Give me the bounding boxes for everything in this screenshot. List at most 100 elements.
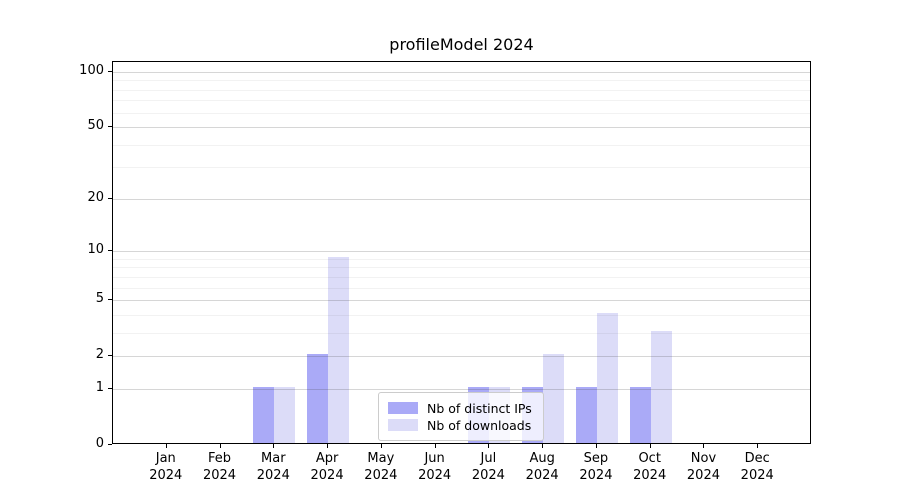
gridline-major bbox=[113, 72, 810, 73]
gridline-minor bbox=[113, 89, 810, 91]
legend-swatch bbox=[388, 402, 418, 414]
x-tick-month: Nov bbox=[690, 451, 717, 466]
legend-label: Nb of downloads bbox=[427, 417, 532, 433]
gridline-minor bbox=[113, 267, 810, 269]
bar-nb-of-distinct-ips-sep bbox=[575, 386, 597, 443]
x-tick-year: 2024 bbox=[686, 468, 720, 483]
x-tick-mark bbox=[434, 444, 436, 448]
x-tick-mark bbox=[595, 444, 597, 448]
y-tick-mark bbox=[108, 250, 112, 252]
x-tick-mark bbox=[542, 444, 544, 448]
gridline-major bbox=[113, 198, 810, 200]
x-tick-month: Jan bbox=[155, 451, 176, 466]
x-tick-month: Apr bbox=[315, 451, 339, 466]
x-tick-mark bbox=[273, 444, 275, 448]
bar-nb-of-downloads-oct bbox=[650, 330, 672, 443]
x-tick-label: Dec 2024 bbox=[717, 450, 797, 484]
x-tick-month: Aug bbox=[529, 451, 555, 466]
x-tick-year: 2024 bbox=[579, 468, 613, 483]
x-tick-month: Feb bbox=[208, 451, 232, 466]
y-tick-mark bbox=[108, 444, 112, 445]
y-tick-label: 20 bbox=[87, 189, 104, 205]
gridline-minor bbox=[113, 112, 810, 114]
x-tick-year: 2024 bbox=[149, 468, 183, 483]
y-tick-label: 1 bbox=[95, 379, 104, 395]
y-tick-label: 100 bbox=[79, 63, 104, 78]
legend-item: Nb of downloads bbox=[388, 417, 534, 433]
y-tick-label: 10 bbox=[87, 242, 104, 258]
x-tick-label: Sep 2024 bbox=[556, 450, 636, 484]
x-tick-label: Oct 2024 bbox=[610, 450, 690, 484]
x-tick-mark bbox=[757, 444, 759, 448]
x-tick-label: Mar 2024 bbox=[233, 450, 313, 484]
bar-nb-of-downloads-mar bbox=[274, 386, 296, 443]
x-tick-month: Sep bbox=[583, 451, 609, 466]
gridline-minor bbox=[113, 287, 810, 289]
bar-nb-of-distinct-ips-mar bbox=[253, 386, 275, 443]
bar-nb-of-distinct-ips-apr bbox=[307, 354, 329, 443]
gridline-major bbox=[113, 251, 810, 253]
x-tick-mark bbox=[649, 444, 651, 448]
gridline-minor bbox=[113, 276, 810, 278]
y-tick-mark bbox=[108, 355, 112, 357]
legend-label: Nb of distinct IPs bbox=[427, 400, 532, 416]
y-tick-label: 0 bbox=[95, 436, 104, 451]
x-tick-label: Jun 2024 bbox=[395, 450, 475, 484]
x-tick-mark bbox=[219, 444, 221, 448]
x-tick-year: 2024 bbox=[310, 468, 344, 483]
y-tick-label: 5 bbox=[95, 291, 104, 307]
y-tick-mark bbox=[108, 387, 112, 389]
gridline-major bbox=[113, 356, 810, 358]
x-tick-year: 2024 bbox=[202, 468, 237, 483]
x-tick-label: Feb 2024 bbox=[180, 450, 260, 484]
bar-nb-of-downloads-sep bbox=[596, 312, 618, 443]
gridline-minor bbox=[113, 144, 810, 146]
y-tick-label: 2 bbox=[95, 347, 104, 363]
x-tick-mark bbox=[165, 444, 167, 448]
gridline-minor bbox=[113, 167, 810, 169]
x-tick-year: 2024 bbox=[364, 468, 398, 483]
x-tick-label: May 2024 bbox=[341, 450, 421, 484]
bar-nb-of-distinct-ips-oct bbox=[629, 386, 651, 443]
bar-nb-of-downloads-aug bbox=[543, 354, 565, 443]
gridline-major bbox=[113, 388, 810, 390]
x-tick-year: 2024 bbox=[633, 468, 667, 483]
x-tick-year: 2024 bbox=[740, 468, 774, 483]
x-tick-month: Jun bbox=[424, 451, 445, 466]
plot-area bbox=[112, 61, 811, 444]
x-tick-month: Dec bbox=[744, 451, 770, 466]
gridline-minor bbox=[113, 314, 810, 316]
x-tick-year: 2024 bbox=[471, 468, 505, 483]
gridline-minor bbox=[113, 100, 810, 102]
x-tick-label: Jul 2024 bbox=[448, 450, 528, 484]
bar-nb-of-downloads-apr bbox=[328, 256, 350, 443]
gridline-minor bbox=[113, 80, 810, 82]
chart-title: profileModel 2024 bbox=[389, 35, 534, 54]
y-tick-mark bbox=[108, 299, 112, 301]
x-tick-year: 2024 bbox=[525, 468, 559, 483]
x-tick-month: May bbox=[367, 451, 395, 466]
x-tick-label: Nov 2024 bbox=[663, 450, 743, 484]
legend: Nb of distinct IPs Nb of downloads bbox=[378, 392, 544, 441]
x-tick-month: Oct bbox=[638, 451, 661, 466]
legend-swatch bbox=[388, 419, 418, 431]
x-tick-mark bbox=[488, 444, 490, 448]
x-tick-month: Jul bbox=[480, 451, 497, 466]
x-tick-year: 2024 bbox=[256, 468, 290, 483]
gridline-major bbox=[113, 127, 810, 129]
y-tick-mark bbox=[108, 71, 112, 72]
gridline-major bbox=[113, 300, 810, 302]
x-tick-mark bbox=[327, 444, 329, 448]
legend-item: Nb of distinct IPs bbox=[388, 400, 534, 416]
y-tick-mark bbox=[108, 197, 112, 199]
y-tick-label: 50 bbox=[87, 118, 104, 134]
x-tick-month: Mar bbox=[261, 451, 286, 466]
x-tick-label: Apr 2024 bbox=[287, 450, 367, 484]
x-tick-year: 2024 bbox=[418, 468, 452, 483]
x-tick-label: Jan 2024 bbox=[126, 450, 206, 484]
x-tick-mark bbox=[380, 444, 382, 448]
y-tick-mark bbox=[108, 126, 112, 128]
gridline-minor bbox=[113, 332, 810, 334]
x-tick-label: Aug 2024 bbox=[502, 450, 582, 484]
